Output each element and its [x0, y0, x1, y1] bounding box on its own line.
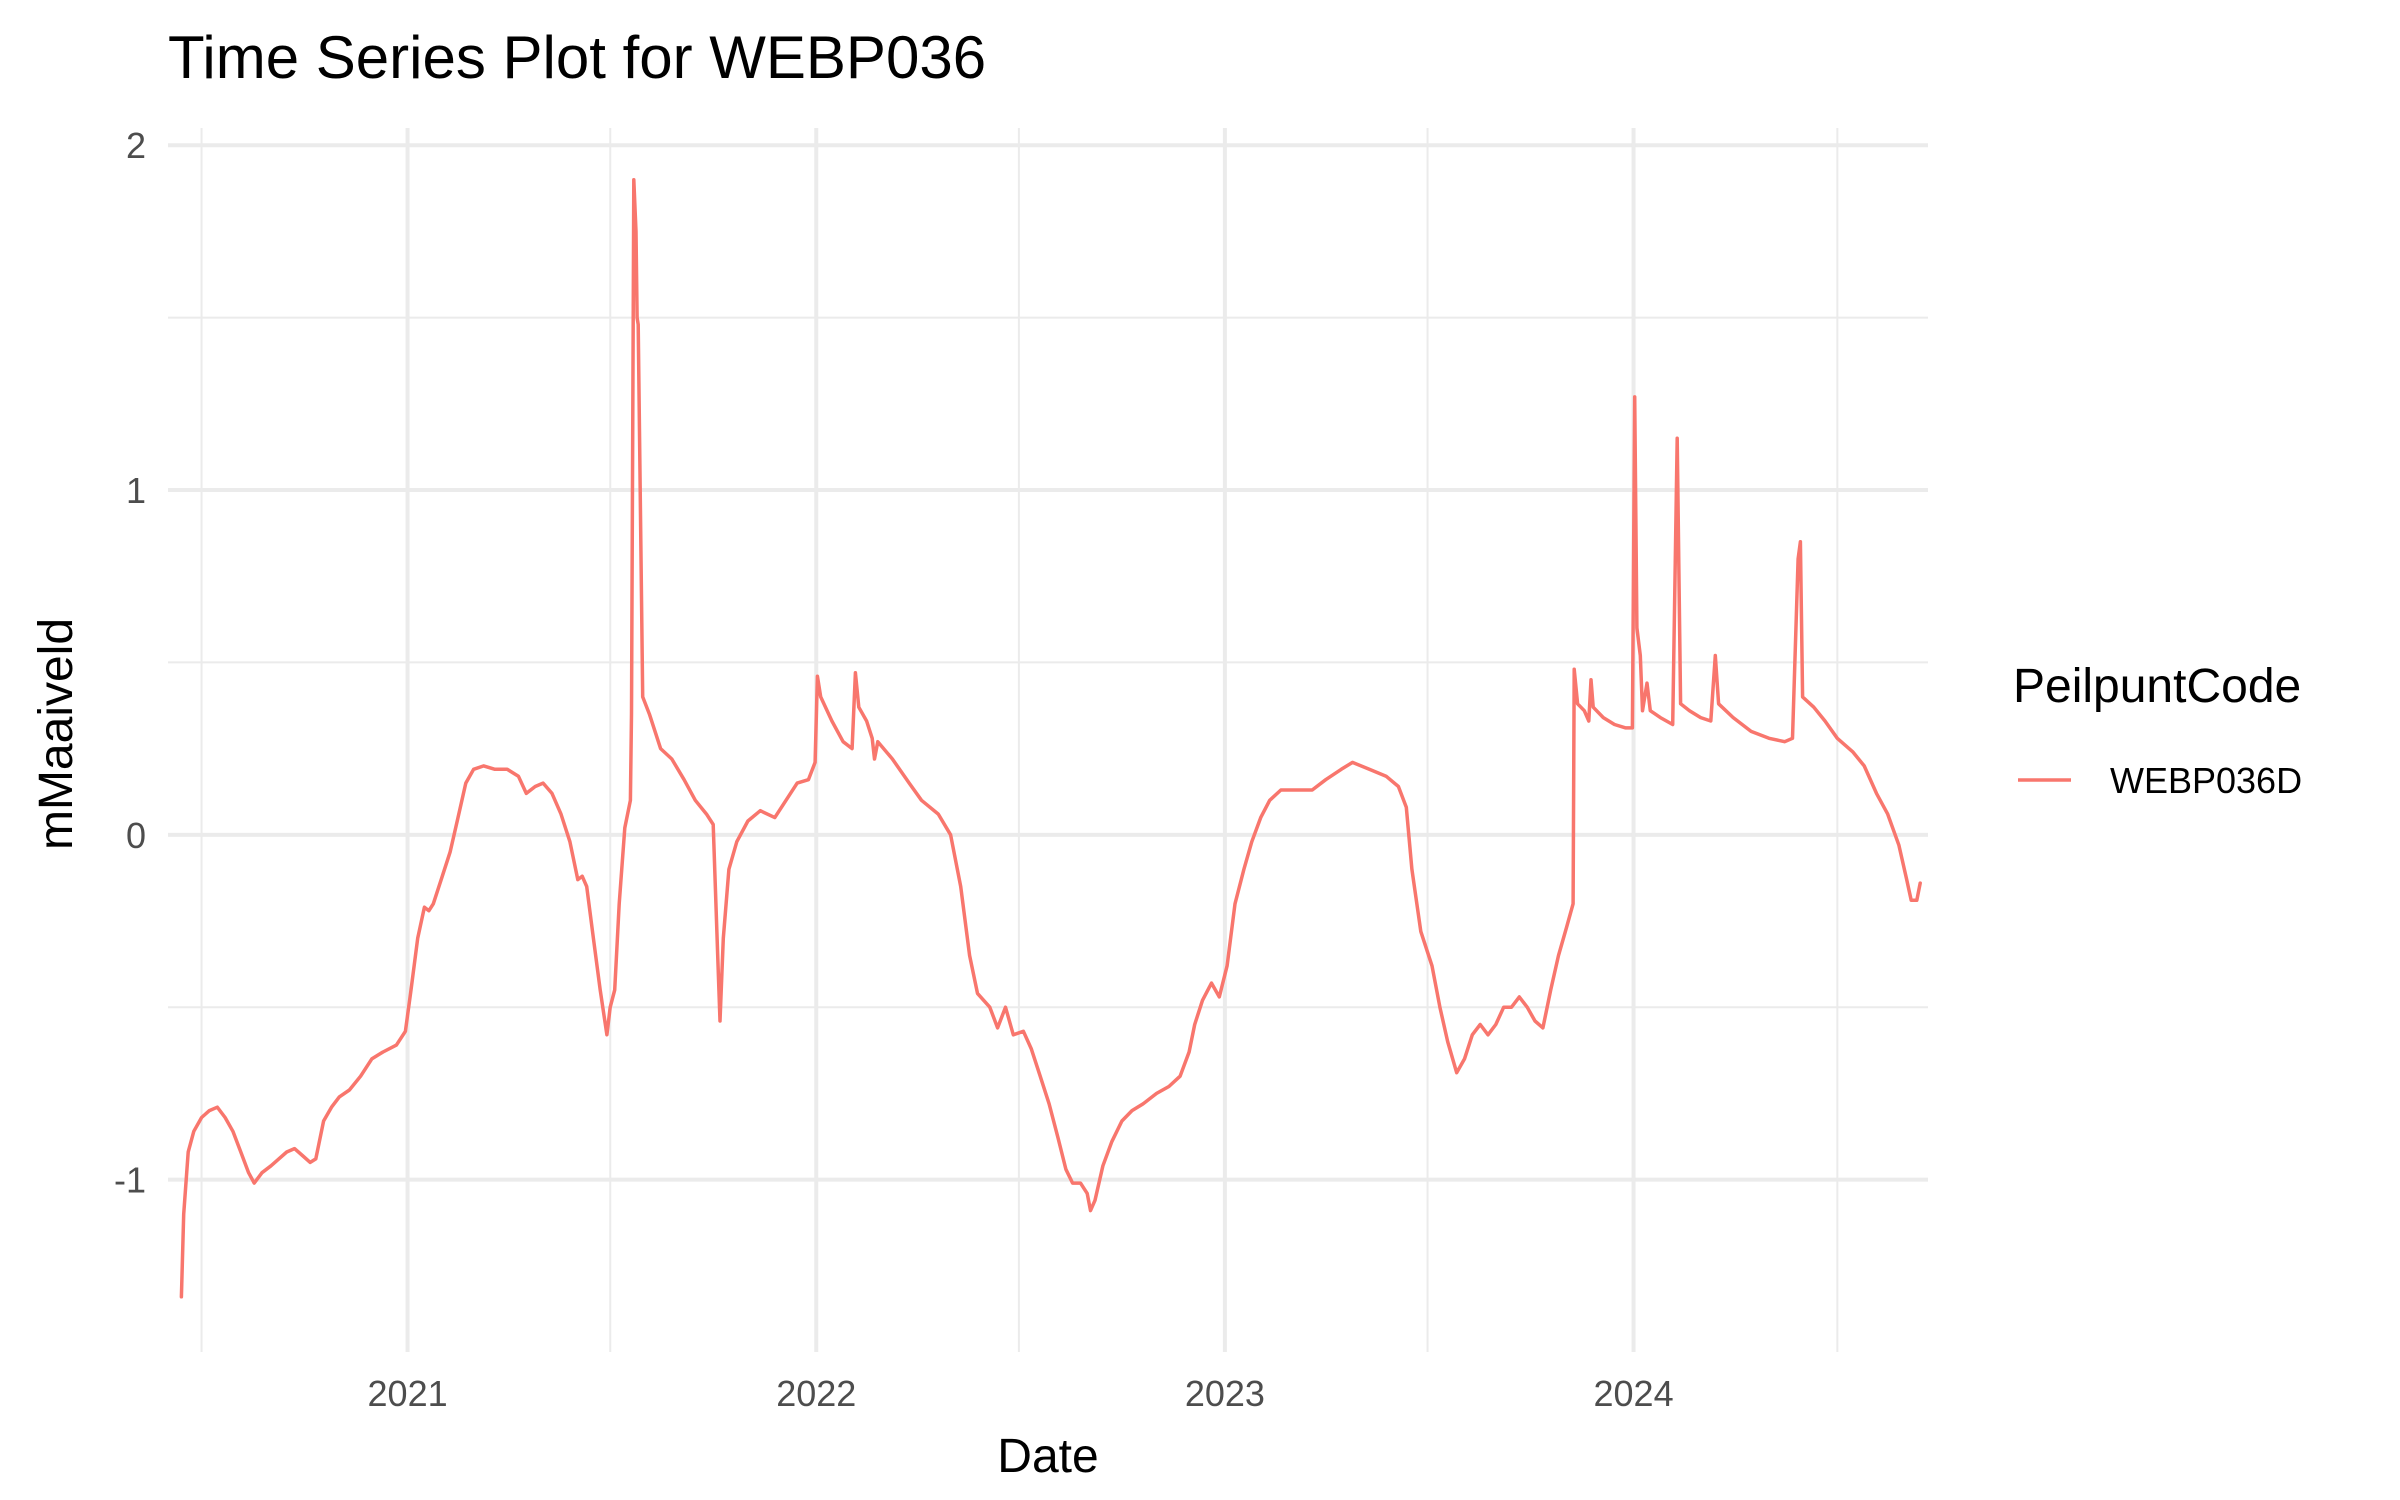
plot-grid: [168, 128, 1928, 1352]
chart-title: Time Series Plot for WEBP036: [168, 24, 986, 91]
y-axis-tick-labels: -1 0 1 2: [114, 125, 146, 1200]
x-axis-title: Date: [997, 1430, 1098, 1483]
series-line-webp036d: [179, 177, 1922, 1299]
x-axis-tick-labels: 2021 2022 2023 2024: [368, 1373, 1674, 1414]
x-tick-label: 2023: [1185, 1373, 1265, 1414]
y-axis-title: mMaaiveld: [30, 618, 83, 850]
series-layer: [179, 177, 1922, 1299]
legend-title: PeilpuntCode: [2013, 660, 2301, 713]
legend: PeilpuntCode WEBP036D: [2013, 660, 2302, 801]
x-tick-label: 2022: [776, 1373, 856, 1414]
legend-label: WEBP036D: [2110, 760, 2302, 801]
y-tick-label: 0: [126, 815, 146, 856]
x-tick-label: 2021: [368, 1373, 448, 1414]
y-tick-label: 2: [126, 125, 146, 166]
y-tick-label: -1: [114, 1160, 146, 1201]
y-tick-label: 1: [126, 470, 146, 511]
x-tick-label: 2024: [1594, 1373, 1674, 1414]
